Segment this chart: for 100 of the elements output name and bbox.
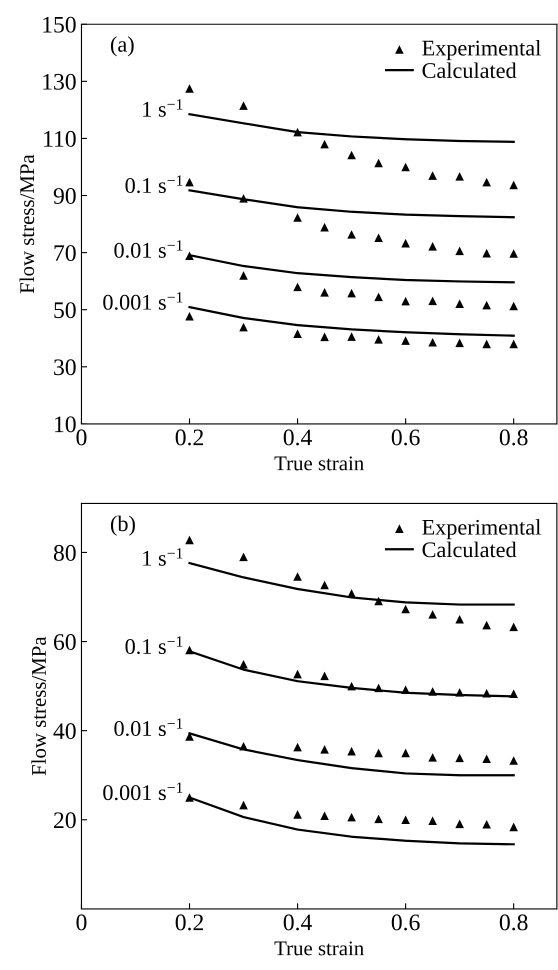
point — [509, 689, 518, 698]
point — [347, 589, 356, 598]
y-tick-label: 40 — [53, 723, 76, 740]
point — [239, 194, 248, 203]
x-tick-label: 0.8 — [500, 429, 528, 446]
point — [185, 793, 194, 802]
point — [320, 288, 329, 297]
x-tick-label: 0.2 — [176, 429, 203, 446]
point — [320, 332, 329, 342]
point — [428, 296, 437, 306]
annotation: 0.01 s$^{−1}$ — [114, 240, 182, 258]
point — [185, 732, 194, 741]
line-series — [188, 306, 515, 337]
x-tick-label: 0.6 — [392, 914, 420, 930]
y-axis-title: Flow stress/MPa — [31, 636, 46, 776]
point — [293, 329, 302, 338]
point — [347, 812, 356, 822]
annotation: (b) — [110, 516, 135, 536]
y-axis-title: Flow stress/MPa — [20, 154, 34, 294]
point — [401, 685, 410, 694]
annotation: 0.1 s$^{−1}$ — [125, 636, 182, 654]
annotation: 0.001 s$^{−1}$ — [103, 782, 182, 800]
point — [455, 172, 464, 181]
point — [185, 536, 194, 544]
y-tick-label: 10 — [55, 416, 76, 432]
y-tick-label: 90 — [54, 188, 76, 204]
y-tick-label: 130 — [43, 74, 76, 90]
point — [401, 162, 410, 172]
point — [455, 754, 464, 762]
point — [509, 302, 518, 310]
legend-label: Experimental — [422, 519, 541, 540]
point — [401, 296, 410, 306]
point — [428, 338, 437, 347]
annotation: 0.01 s$^{−1}$ — [114, 718, 182, 736]
point — [374, 292, 383, 302]
point — [293, 128, 302, 136]
point — [347, 746, 356, 756]
point — [482, 620, 491, 630]
point — [482, 688, 491, 698]
point — [347, 230, 356, 239]
point — [428, 753, 437, 762]
point — [239, 322, 248, 332]
legend-label: Calculated — [422, 62, 516, 78]
point — [509, 622, 518, 632]
point — [428, 171, 437, 180]
x-tick-label: 0 — [76, 914, 86, 930]
point — [401, 748, 410, 758]
point — [293, 670, 302, 678]
point — [509, 249, 518, 258]
point — [428, 242, 437, 251]
x-tick-label: 0.2 — [176, 914, 203, 930]
point — [428, 687, 437, 696]
point — [347, 288, 356, 298]
point — [482, 300, 491, 310]
point — [509, 822, 518, 832]
point — [239, 552, 248, 562]
point — [185, 251, 194, 260]
x-tick-label: 0.6 — [392, 429, 420, 446]
point — [374, 335, 383, 344]
point — [455, 820, 464, 828]
point — [293, 282, 302, 292]
point — [455, 614, 464, 624]
y-tick-label: 70 — [54, 245, 76, 262]
point — [401, 815, 410, 824]
annotation: 1 s$^{−1}$ — [143, 548, 182, 566]
point — [347, 682, 356, 690]
annotation: (a) — [110, 36, 134, 56]
annotation: 1 s$^{−1}$ — [143, 99, 182, 117]
y-tick-label: 110 — [44, 130, 76, 147]
point — [239, 742, 248, 751]
y-tick-label: 30 — [54, 359, 76, 376]
y-tick-label: 150 — [43, 16, 76, 33]
point — [455, 688, 464, 697]
point — [239, 271, 248, 280]
point — [185, 312, 194, 321]
y-tick-label: 60 — [54, 634, 76, 650]
line-series — [188, 113, 515, 143]
point — [428, 610, 437, 619]
point — [320, 672, 329, 680]
point — [374, 596, 383, 606]
point — [185, 646, 194, 654]
point — [401, 604, 410, 614]
point — [401, 336, 410, 345]
point — [320, 811, 329, 820]
point — [482, 248, 491, 258]
x-axis-title: True strain — [274, 941, 364, 956]
point — [455, 246, 464, 256]
annotation: 0.001 s$^{−1}$ — [103, 292, 182, 310]
point — [374, 748, 383, 758]
point — [482, 754, 491, 764]
legend-label: Experimental — [422, 40, 541, 60]
x-tick-label: 0 — [76, 429, 86, 446]
point — [320, 580, 329, 590]
annotation: 0.1 s$^{−1}$ — [125, 175, 182, 194]
x-tick-label: 0.4 — [284, 429, 312, 446]
point — [374, 814, 383, 824]
point — [347, 150, 356, 160]
point — [509, 756, 518, 765]
point — [509, 340, 518, 348]
point — [185, 178, 194, 186]
